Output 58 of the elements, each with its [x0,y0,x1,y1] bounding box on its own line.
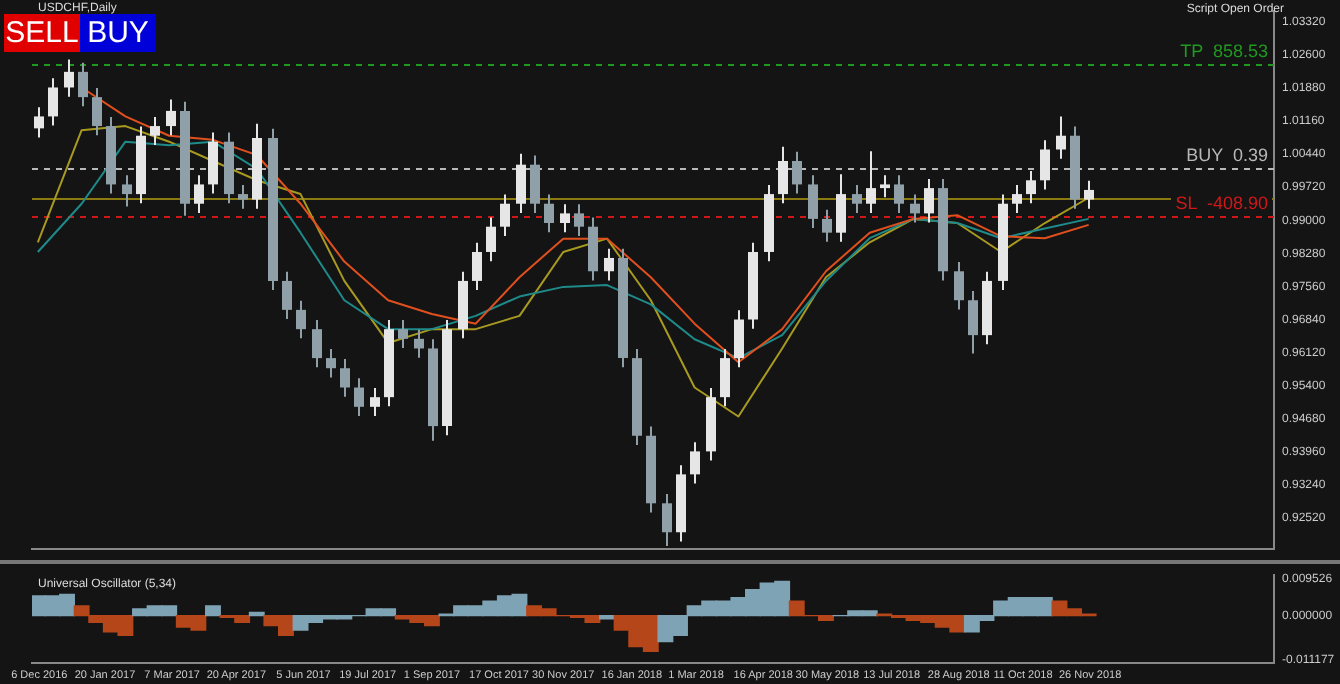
candlestick [1026,170,1036,205]
candlestick [370,386,380,418]
candlestick [472,241,482,292]
candlestick [690,441,700,485]
candlestick [588,216,598,282]
candlestick [954,261,964,311]
annotation: BUY [80,14,156,52]
candlestick [500,193,510,237]
candlestick [64,58,74,98]
candlestick [238,183,248,210]
candlestick [1040,139,1050,191]
candlestick [808,174,818,230]
candlestick [312,318,322,369]
ref-line-label: TP 858.53 [1180,40,1268,61]
candlestick [734,309,744,369]
candlestick [150,115,160,146]
candlestick [340,358,350,398]
candlestick [866,150,876,214]
candlestick [836,173,846,243]
candlestick [530,154,540,214]
candlestick [354,377,364,418]
candlestick [414,328,424,359]
candlestick [1084,179,1094,210]
candlestick [822,208,832,243]
candlestick [1012,183,1022,214]
candlestick [894,174,904,214]
candlestick [852,183,862,214]
candlestick [296,299,306,340]
annotation: SELL [4,14,80,52]
candlestick [880,174,890,199]
candlestick [326,347,336,379]
candlestick [924,177,934,224]
candlestick [166,98,176,137]
candlestick [1056,115,1066,160]
candlestick [34,106,44,139]
candlestick [792,150,802,195]
candlestick [486,216,496,263]
candlestick [560,203,570,234]
ref-line-label: BUY 0.39 [1186,144,1268,165]
candlestick [778,145,788,205]
candlestick [282,270,292,321]
ref-line-label: SL -408.90 [1175,192,1268,213]
candlestick [398,318,408,349]
candlestick [662,493,672,548]
candlestick [194,174,204,214]
candlestick [48,77,58,127]
candlestick [604,247,614,282]
candlestick [208,131,218,195]
candlestick [78,61,88,108]
candlestick [720,347,730,408]
bar [205,605,221,617]
candlestick [516,152,526,214]
candlestick [544,193,554,234]
candlestick [122,174,132,208]
candlestick [968,290,978,355]
candlestick [92,86,102,137]
candlestick [910,193,920,224]
candlestick [574,203,584,237]
